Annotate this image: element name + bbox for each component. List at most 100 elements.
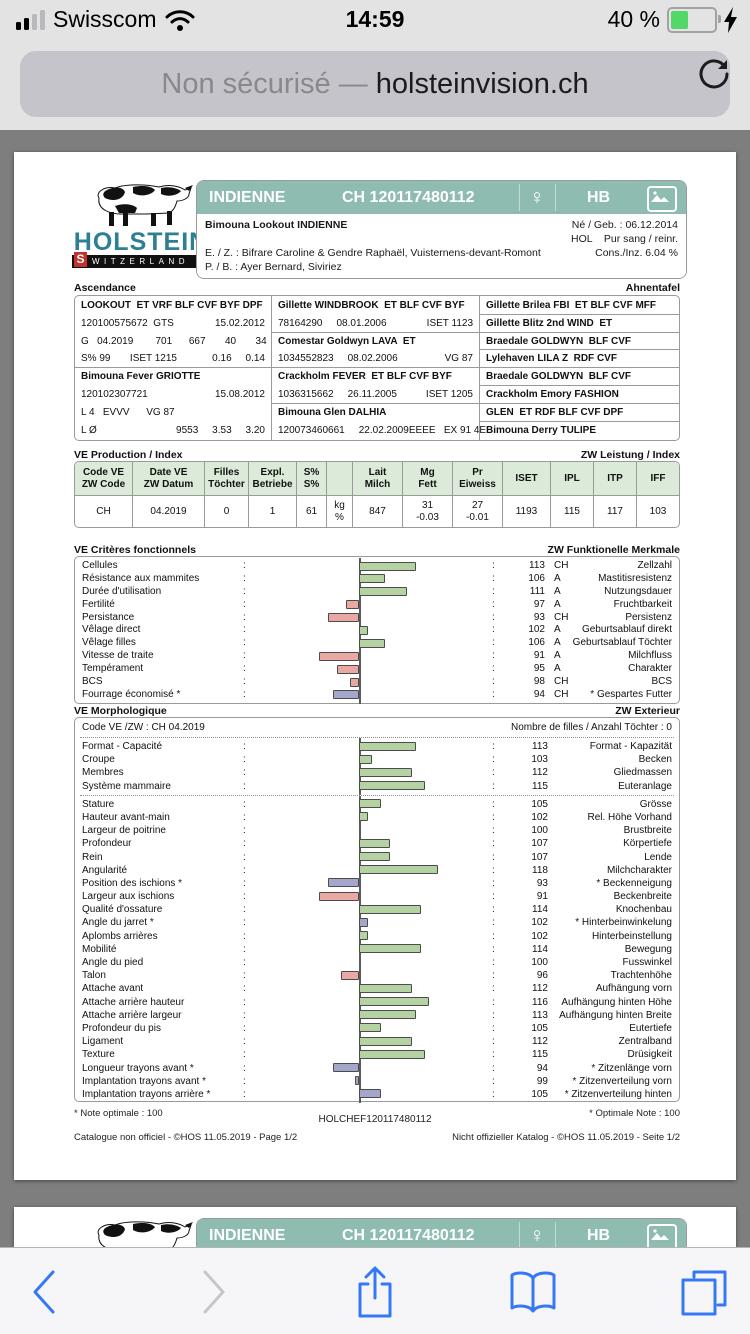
- trait-label-de: Aufhängung hinten Breite: [559, 1009, 672, 1021]
- pedigree-row: Braedale GOLDWYN BLF CVF: [480, 333, 679, 351]
- production-header-cell: ITP: [594, 462, 636, 496]
- animal-full-name: Bimouna Lookout INDIENNE: [205, 219, 348, 231]
- trait-label-de: * Gespartes Futter: [590, 688, 672, 700]
- morphology-trait-row: Qualité d'ossature : : 114 Knochenbau: [82, 901, 672, 919]
- production-header-cell: Date VE ZW Datum: [133, 462, 204, 496]
- trait-base-code: CH: [554, 688, 569, 700]
- trait-value: 103: [531, 754, 548, 766]
- pdf-viewport[interactable]: HOLSTEIN S WITZERLAND INDIENNE CH 120117…: [0, 130, 750, 1247]
- trait-bar-area: [255, 1019, 495, 1038]
- bookmarks-button[interactable]: [501, 1260, 565, 1324]
- trait-label-fr: Persistance: [82, 611, 135, 623]
- animal-identity-card: INDIENNE CH 120117480112 ♀ HB Bimouna Lo…: [196, 180, 687, 279]
- production-value-cell: 31 -0.03: [416, 499, 439, 523]
- trait-bar-area: [255, 583, 495, 601]
- tabs-button[interactable]: [672, 1260, 736, 1324]
- trait-label-de: BCS: [651, 676, 672, 688]
- share-button[interactable]: [343, 1260, 407, 1324]
- trait-label-de: * Hinterbeinwinkelung: [575, 917, 672, 929]
- trait-value: 115: [532, 780, 548, 792]
- trait-label-de: Becken: [638, 754, 672, 766]
- trait-value: 102: [531, 917, 548, 929]
- trait-bar-area: [255, 648, 495, 665]
- trait-base-code: A: [554, 585, 561, 597]
- logo-country-text: WITZERLAND: [92, 257, 189, 266]
- breed-purity: HOL Pur sang / reinr.: [571, 233, 678, 245]
- trait-bar: [359, 983, 412, 993]
- pedigree-row: 120073460661 22.02.2009 EEEE EX 91 4E: [278, 424, 487, 436]
- pedigree-row: Gillette Blitz 2nd WIND ET: [480, 315, 679, 333]
- trait-label-de: Aufhängung vorn: [595, 983, 672, 995]
- trait-bar-area: [255, 795, 495, 814]
- back-button[interactable]: [12, 1260, 76, 1324]
- trait-value: 94: [536, 1062, 548, 1074]
- trait-label-de: * Beckenneigung: [596, 877, 672, 889]
- catalog-row: Catalogue non officiel - ©HOS 11.05.2019…: [74, 1132, 680, 1143]
- trait-label-de: Knochenbau: [615, 904, 672, 916]
- url-field[interactable]: Non sécurisé — holsteinvision.ch: [20, 51, 730, 117]
- morphology-trait-row: Implantation trayons arrière * : : 105 *…: [82, 1085, 672, 1104]
- trait-bar: [359, 587, 407, 597]
- safari-bottom-toolbar: [0, 1247, 750, 1334]
- trait-value: 114: [532, 943, 548, 955]
- trait-label-fr: Talon: [82, 970, 106, 982]
- trait-label-de: Drüsigkeit: [627, 1049, 672, 1061]
- pedigree-row: Braedale GOLDWYN BLF CVF: [480, 368, 679, 386]
- trait-bar: [359, 1023, 381, 1033]
- trait-label-de: * Zitzenlänge vorn: [591, 1062, 672, 1074]
- production-value-cell: 103: [649, 505, 667, 517]
- trait-label-de: Geburtsablauf direkt: [581, 624, 672, 636]
- functional-trait-row: Cellules : : 113 CH Zellzahl: [82, 558, 672, 575]
- morphology-trait-row: Mobilité : : 114 Bewegung: [82, 940, 672, 959]
- trait-label-de: Zellzahl: [637, 560, 672, 571]
- status-bar: Swisscom 14:59 40 %: [0, 0, 750, 40]
- trait-label-fr: Vitesse de traite: [82, 650, 154, 662]
- production-header-cell: Mg Fett: [403, 462, 452, 496]
- functional-trait-row: Tempérament : : 95 A Charakter: [82, 661, 672, 678]
- trait-value: 116: [532, 996, 548, 1008]
- trait-label-fr: Implantation trayons avant *: [82, 1075, 206, 1087]
- holstein-logo-page2: [72, 1215, 210, 1247]
- morphology-trait-row: Profondeur : : 107 Körpertiefe: [82, 835, 672, 853]
- url-bar-area: Non sécurisé — holsteinvision.ch: [0, 40, 750, 130]
- trait-bar-area: [255, 737, 495, 756]
- pedigree-row: Bimouna Derry TULIPE: [486, 424, 597, 436]
- trait-bar: [359, 917, 368, 927]
- trait-label-de: Bewegung: [624, 943, 672, 955]
- reload-button[interactable]: [696, 56, 732, 92]
- trait-bar: [359, 574, 385, 584]
- trait-base-code: A: [554, 637, 561, 649]
- trait-label-de: Milchfluss: [628, 650, 672, 662]
- trait-bar-area: [255, 1085, 495, 1104]
- trait-label-fr: Position des ischions *: [82, 877, 183, 889]
- cell-signal-icon: [16, 9, 45, 30]
- trait-label-de: Grösse: [639, 798, 672, 810]
- holstein-logo: HOLSTEIN S WITZERLAND: [72, 178, 210, 268]
- trait-label-fr: Rein: [82, 851, 103, 863]
- pedigree-row: Crackholm FEVER ET BLF CVF BYF: [278, 371, 452, 383]
- trait-label-fr: BCS: [82, 676, 103, 688]
- trait-label-de: Milchcharakter: [606, 864, 672, 876]
- trait-bar: [359, 944, 421, 954]
- morphology-trait-row: Membres : : 112 Gliedmassen: [82, 764, 672, 782]
- pedigree-row: 1036315662 26.11.2005 ISET 1205: [272, 386, 479, 404]
- trait-bar: [319, 651, 359, 661]
- functional-trait-row: BCS : : 98 CH BCS: [82, 674, 672, 691]
- trait-label-de: Rel. Höhe Vorhand: [587, 811, 672, 823]
- pedigree-row: 120100575672 GTS 15.02.2012: [81, 317, 265, 329]
- trait-label-fr: Angle du pied: [82, 957, 144, 968]
- trait-bar: [359, 781, 425, 791]
- logo-s-badge: S: [74, 252, 87, 267]
- trait-bar-area: [255, 1006, 495, 1025]
- trait-value: 113: [532, 1009, 548, 1021]
- security-label: Non sécurisé: [161, 67, 339, 100]
- trait-label-fr: Membres: [82, 767, 124, 779]
- forward-button[interactable]: [182, 1260, 246, 1324]
- morphology-trait-row: Texture : : 115 Drüsigkeit: [82, 1046, 672, 1064]
- optimal-note-row: * Note optimale : 100 * Optimale Note : …: [74, 1108, 680, 1119]
- trait-label-de: Brustbreite: [623, 825, 672, 837]
- morphology-trait-row: Système mammaire : : 115 Euteranlage: [82, 777, 672, 795]
- trait-bar: [337, 664, 359, 674]
- photo-icon: [647, 1224, 677, 1247]
- trait-bar-area: [255, 901, 495, 919]
